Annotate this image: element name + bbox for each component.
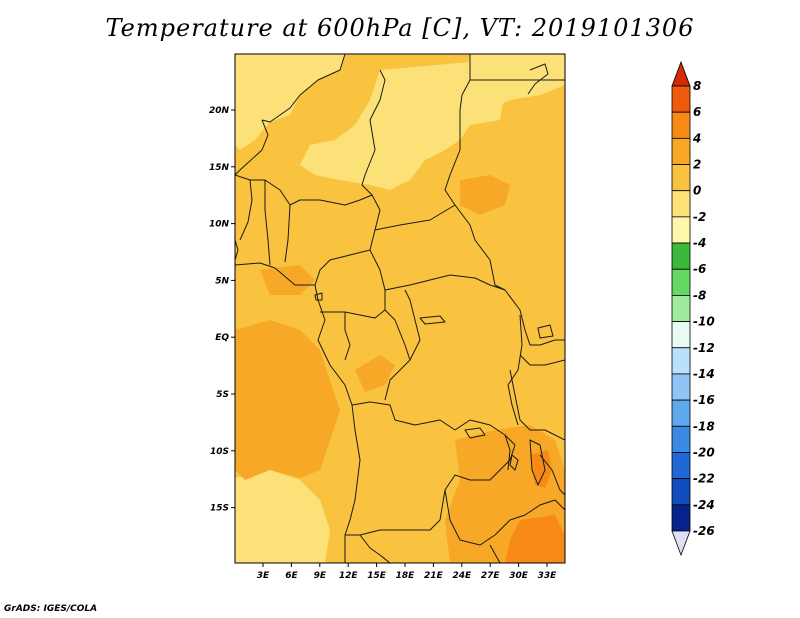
cool-region-chad-libya (300, 62, 505, 190)
colorbar-label: -22 (693, 472, 715, 486)
colorbar-swatch (671, 164, 691, 192)
warm-region-congo (355, 355, 395, 392)
colorbar-swatch (671, 190, 691, 218)
colorbar-swatch (671, 478, 691, 506)
lat-tick-label: 5N (215, 276, 229, 286)
colorbar-swatch (671, 111, 691, 139)
lon-tick-label: 24E (452, 571, 472, 581)
colorbar-swatch (671, 504, 691, 532)
lon-tick-label: 9E (314, 571, 327, 581)
temperature-field (235, 54, 565, 563)
warm-region-sudan (460, 175, 510, 215)
cool-region-sahara (235, 54, 345, 150)
cool-region-ne (462, 54, 565, 112)
lat-tick-label: 10N (209, 220, 230, 230)
colorbar-label: -6 (693, 262, 706, 276)
colorbar-label: -16 (693, 393, 715, 407)
lat-tick-label: EQ (215, 333, 229, 343)
lon-tick-label: 15E (367, 571, 387, 581)
colorbar-label: -20 (693, 445, 715, 459)
colorbar-swatch (671, 295, 691, 322)
colorbar-swatch (671, 373, 691, 401)
colorbar-swatch (671, 452, 691, 480)
lon-tick-label: 33E (538, 571, 558, 581)
colorbar-label: 4 (692, 131, 701, 145)
colorbar: 8 6 4 2 0 -2 -4 -6 -8 -10 -12 -14 -16 -18 -20 -22 -24 -26 (671, 60, 715, 557)
latitude-axis: 20N 15N 10N 5N EQ 5S 10S 15S (209, 106, 235, 514)
colorbar-label: -10 (693, 315, 715, 329)
colorbar-label: -24 (693, 498, 715, 512)
country-borders (235, 54, 565, 563)
lakes (314, 292, 554, 486)
lon-tick-label: 18E (396, 571, 416, 581)
colorbar-label: 0 (693, 184, 701, 198)
warm-region-atlantic (235, 320, 340, 480)
colorbar-swatch (671, 85, 691, 113)
colorbar-swatch (671, 137, 691, 165)
colorbar-top-arrow (671, 60, 691, 87)
grads-credit: GrADS: IGES/COLA (4, 604, 98, 614)
lon-tick-label: 21E (424, 571, 444, 581)
colorbar-swatch (671, 399, 691, 427)
lat-tick-label: 15N (209, 163, 230, 173)
colorbar-swatch (671, 216, 691, 244)
lon-tick-label: 12E (339, 571, 359, 581)
colorbar-label: 2 (693, 158, 701, 172)
lat-tick-label: 20N (209, 106, 230, 116)
colorbar-swatch (671, 242, 691, 270)
colorbar-swatch (671, 347, 691, 375)
colorbar-swatch (671, 321, 691, 349)
lon-tick-label: 27E (481, 571, 501, 581)
lat-tick-label: 10S (210, 447, 229, 457)
colorbar-swatch (671, 425, 691, 453)
colorbar-swatch (671, 268, 691, 296)
colorbar-label: -18 (693, 419, 715, 433)
warm-region-west-coast (260, 265, 315, 295)
lon-tick-label: 6E (285, 571, 298, 581)
colorbar-label: -4 (693, 236, 706, 250)
longitude-axis: 3E 6E 9E 12E 15E 18E 21E 24E 27E 30E 33E (257, 563, 557, 581)
lon-tick-label: 30E (509, 571, 529, 581)
colorbar-label: 8 (693, 79, 701, 93)
lon-tick-label: 3E (257, 571, 270, 581)
colorbar-bottom-arrow (671, 530, 691, 557)
warmest-region-southeast-corner (505, 515, 565, 563)
colorbar-label: -26 (693, 524, 715, 538)
colorbar-label: 6 (693, 105, 701, 119)
colorbar-label: -14 (693, 367, 715, 381)
colorbar-label: -8 (693, 288, 706, 302)
map-title: Temperature at 600hPa [C], VT: 201910130… (105, 14, 695, 42)
colorbar-label: -2 (693, 210, 706, 224)
lat-tick-label: 15S (210, 504, 229, 514)
cool-region-southwest (235, 470, 330, 563)
lat-tick-label: 5S (216, 390, 229, 400)
map-frame (234, 53, 566, 564)
colorbar-label: -12 (693, 341, 715, 355)
